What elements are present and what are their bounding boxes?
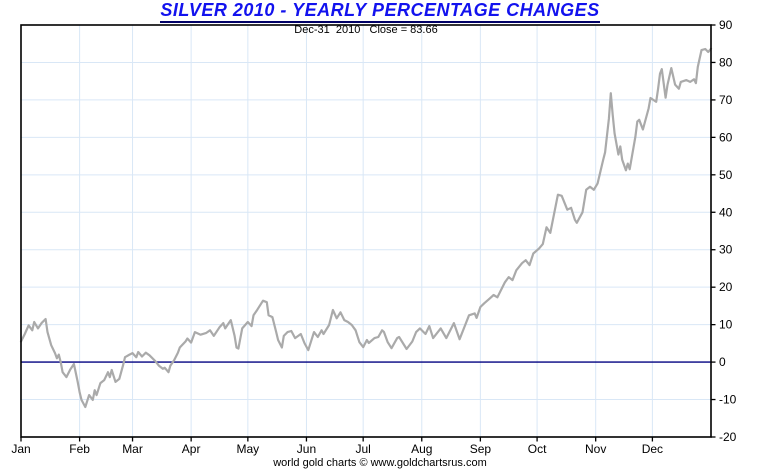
chart-title: SILVER 2010 - YEARLY PERCENTAGE CHANGES [0,0,760,23]
x-tick-label: May [237,442,260,456]
x-tick-label: Aug [411,442,432,456]
x-tick-label: Nov [585,442,606,456]
x-axis: Jan Feb Mar Apr May Jun Jul Aug Sep Oct Nov Dec [11,437,663,456]
y-tick-label: 20 [719,280,733,294]
y-tick-label: 10 [719,318,733,332]
x-tick-label: Oct [528,442,547,456]
x-tick-label: Dec [642,442,663,456]
y-axis: 90 80 70 60 50 40 30 20 10 0 -10 -20 [711,18,737,444]
y-tick-label: 90 [719,18,733,32]
silver-percent-change-line [19,47,713,409]
y-tick-label: -10 [719,393,737,407]
x-tick-label: Feb [69,442,90,456]
y-tick-label: -20 [719,430,737,444]
y-tick-label: 40 [719,205,733,219]
y-tick-label: 70 [719,93,733,107]
y-tick-label: 80 [719,55,733,69]
x-tick-label: Mar [122,442,143,456]
x-tick-label: Jul [355,442,370,456]
plot-border [20,24,712,438]
x-tick-label: Sep [470,442,492,456]
y-tick-label: 60 [719,130,733,144]
y-tick-label: 0 [719,355,726,369]
x-tick-label: Jan [11,442,30,456]
x-tick-label: Jun [297,442,316,456]
chart-footer: world gold charts © www.goldchartsrus.co… [273,457,487,469]
x-tick-label: Apr [182,442,201,456]
gridlines [21,25,711,437]
chart-title-text: SILVER 2010 - YEARLY PERCENTAGE CHANGES [160,0,600,23]
y-tick-label: 30 [719,243,733,257]
chart-subtitle: Dec-31 2010 Close = 83.66 [294,24,438,36]
y-tick-label: 50 [719,168,733,182]
